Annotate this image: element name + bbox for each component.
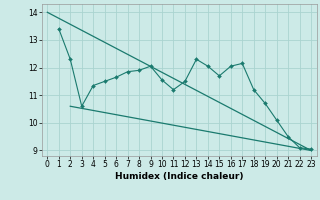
X-axis label: Humidex (Indice chaleur): Humidex (Indice chaleur) [115,172,244,181]
